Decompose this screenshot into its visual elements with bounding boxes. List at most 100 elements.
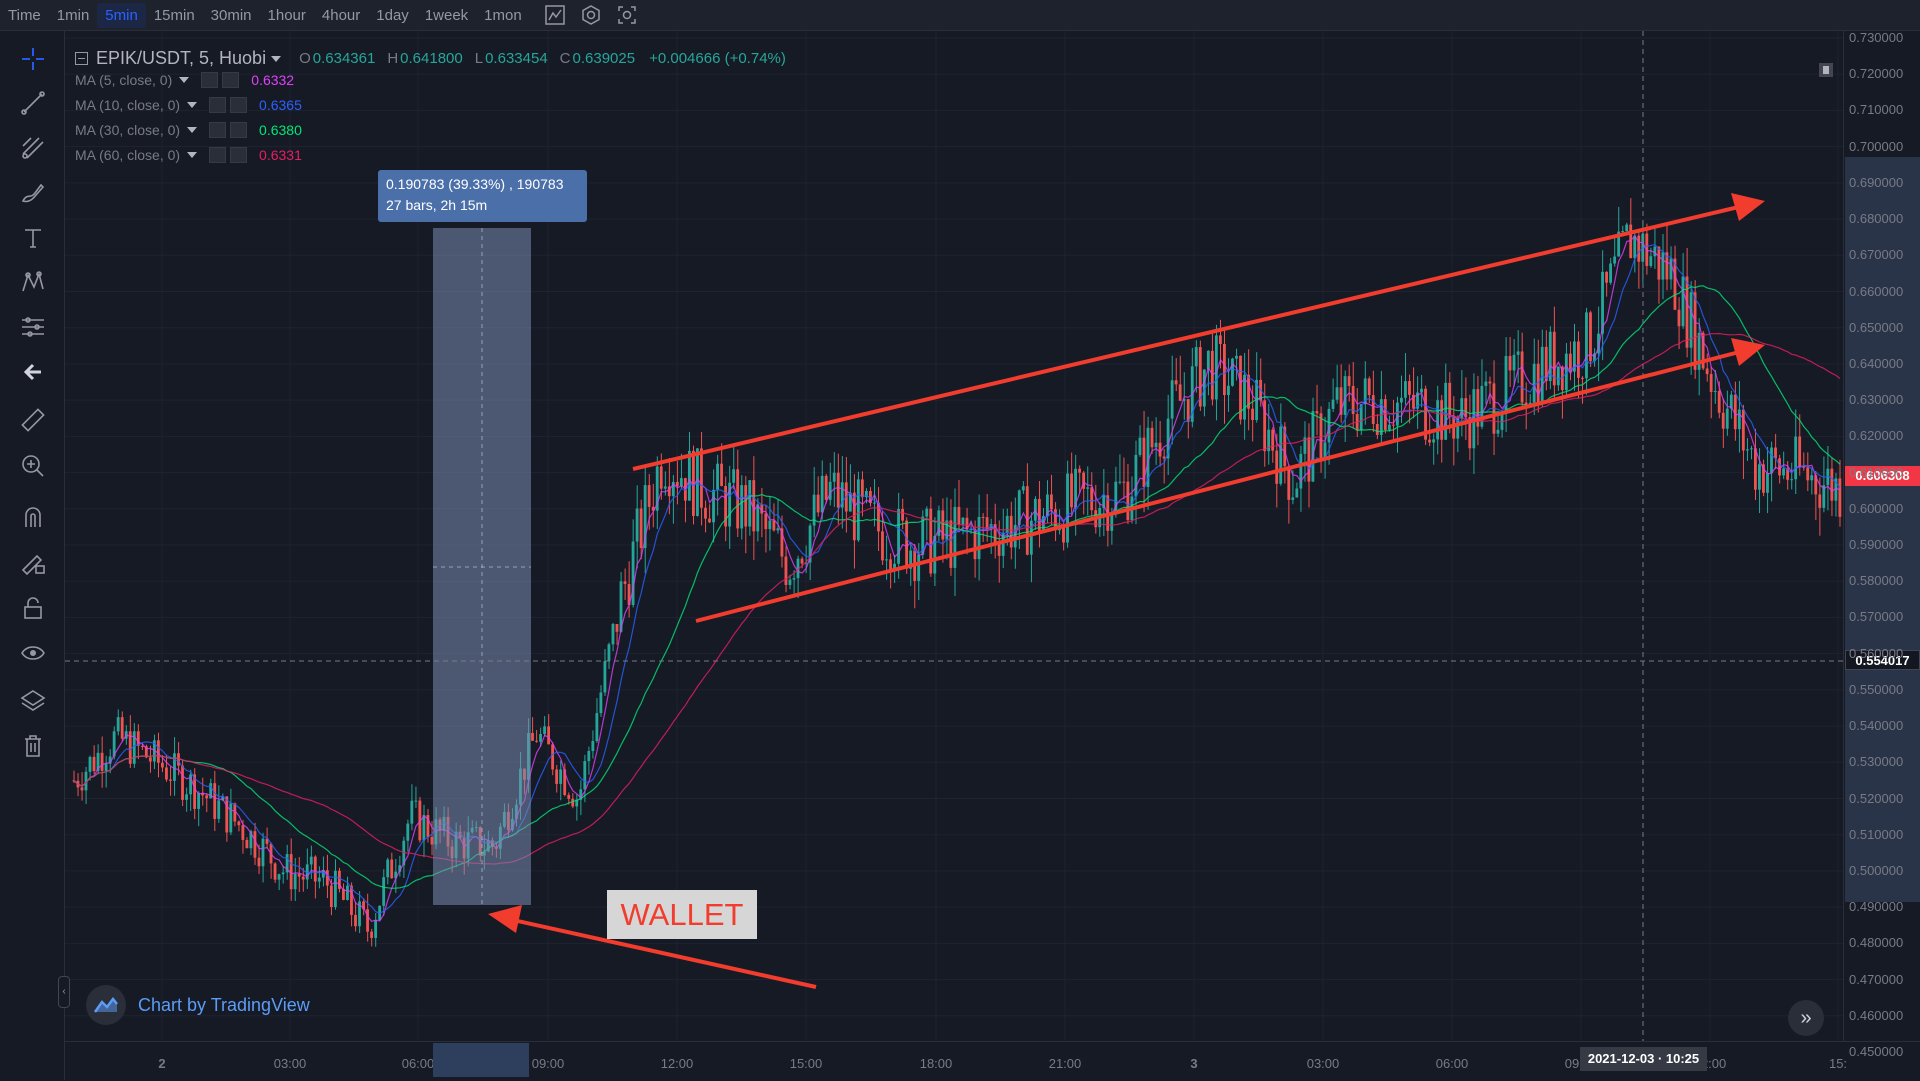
candle-body — [780, 528, 784, 557]
candle-body — [1798, 436, 1802, 467]
ma-remove-icon[interactable] — [230, 122, 248, 138]
candle-body — [1070, 473, 1073, 508]
candle-body — [342, 888, 345, 900]
candle-body — [321, 870, 325, 878]
candle-body — [317, 877, 321, 882]
ma-remove-icon[interactable] — [222, 72, 240, 88]
price-chart[interactable] — [65, 31, 1843, 1041]
timeframe-1mon[interactable]: 1mon — [484, 6, 522, 24]
candle-body — [1778, 458, 1781, 476]
ma-caret-icon[interactable] — [187, 127, 198, 133]
ma-caret-icon[interactable] — [187, 152, 198, 158]
price-tick-label: 0.450000 — [1849, 1044, 1904, 1059]
candle-body — [1263, 400, 1267, 452]
candle-body — [225, 796, 229, 833]
candle-body — [430, 836, 434, 845]
candle-body — [591, 741, 595, 752]
prediction-icon[interactable] — [16, 310, 50, 344]
ma-settings-icon[interactable] — [209, 147, 227, 163]
ma-remove-icon[interactable] — [230, 147, 248, 163]
timeframe-time[interactable]: Time — [8, 6, 41, 24]
pattern-icon[interactable] — [16, 266, 50, 300]
fib-icon[interactable] — [16, 131, 50, 165]
candle-body — [1589, 312, 1592, 362]
ma-settings-icon[interactable] — [209, 122, 227, 138]
timeframe-30min[interactable]: 30min — [210, 6, 252, 24]
text-icon[interactable] — [16, 221, 50, 255]
open-label: O — [299, 50, 311, 67]
price-tick-label: 0.570000 — [1849, 609, 1904, 625]
collapse-legend-icon[interactable] — [75, 52, 88, 65]
candle-body — [933, 535, 937, 574]
ma-label: MA (5, close, 0) — [75, 72, 173, 88]
settings-icon[interactable] — [580, 4, 602, 26]
timeframe-15min[interactable]: 15min — [153, 6, 195, 24]
trash-icon[interactable] — [16, 729, 50, 763]
back-arrow-icon[interactable] — [16, 355, 50, 389]
ma-legend-row[interactable]: MA (5, close, 0) 0.6332 — [75, 72, 294, 88]
price-tick-label: 0.590000 — [1849, 537, 1904, 552]
zoom-in-icon[interactable] — [16, 449, 50, 483]
candle-body — [1637, 235, 1641, 262]
candle-body — [1460, 398, 1464, 419]
ma-legend-row[interactable]: MA (60, close, 0) 0.6331 — [75, 147, 302, 163]
scroll-to-realtime-button[interactable]: » — [1788, 1000, 1824, 1036]
lock-drawing-icon[interactable] — [16, 545, 50, 579]
candle-body — [555, 769, 559, 784]
timeframe-1day[interactable]: 1day — [376, 6, 409, 24]
tradingview-brand[interactable]: Chart by TradingView — [86, 985, 310, 1025]
ma-remove-icon[interactable] — [230, 97, 248, 113]
candle-body — [1182, 399, 1186, 401]
eye-icon[interactable] — [16, 636, 50, 670]
timeframe-1week[interactable]: 1week — [424, 6, 469, 24]
candle-body — [1275, 450, 1279, 484]
candle-body — [1227, 385, 1230, 395]
candle-body — [370, 931, 374, 938]
magnet-icon[interactable] — [16, 500, 50, 534]
timeframe-1hour[interactable]: 1hour — [267, 6, 306, 24]
crosshair-icon[interactable] — [16, 42, 50, 76]
ma-settings-icon[interactable] — [201, 72, 219, 88]
candle-body — [1178, 384, 1182, 401]
candle-body — [756, 504, 760, 532]
price-tick-label: 0.490000 — [1849, 899, 1904, 915]
ma-label: MA (60, close, 0) — [75, 147, 181, 163]
ruler-icon[interactable] — [16, 403, 50, 437]
candle-body — [1581, 377, 1584, 379]
brush-icon[interactable] — [16, 176, 50, 210]
candle-body — [305, 864, 309, 880]
candle-body — [281, 872, 285, 875]
ma-caret-icon[interactable] — [187, 102, 198, 108]
ma-legend-row[interactable]: MA (30, close, 0) 0.6380 — [75, 122, 302, 138]
ma-caret-icon[interactable] — [179, 77, 190, 83]
ma-legend-row[interactable]: MA (10, close, 0) 0.6365 — [75, 97, 302, 113]
ma-settings-icon[interactable] — [209, 97, 227, 113]
timeframe-1min[interactable]: 1min — [56, 6, 90, 24]
time-tick-label: 15:00 — [789, 1056, 823, 1071]
candle-body — [1745, 449, 1749, 451]
candle-body — [667, 486, 671, 497]
price-tick-label: 0.650000 — [1849, 319, 1904, 335]
candle-body — [885, 559, 888, 561]
candle-body — [824, 475, 828, 500]
candle-body — [1327, 408, 1331, 443]
timeframe-4hour[interactable]: 4hour — [321, 6, 361, 24]
wallet-annotation[interactable]: WALLET — [607, 890, 757, 939]
candle-body — [350, 885, 353, 915]
trendline-icon[interactable] — [16, 86, 50, 120]
layers-icon[interactable] — [16, 684, 50, 718]
timeframe-5min[interactable]: 5min — [97, 2, 146, 28]
candle-body — [1387, 424, 1391, 430]
object-tree-icon[interactable] — [1818, 62, 1834, 78]
candle-body — [205, 795, 209, 799]
candle-body — [792, 578, 796, 580]
screenshot-icon[interactable] — [616, 4, 638, 26]
candle-body — [1814, 475, 1818, 495]
symbol-caret-icon[interactable] — [271, 55, 282, 62]
candle-body — [1307, 437, 1311, 482]
collapse-toolbar-button[interactable]: ‹ — [58, 976, 70, 1008]
indicators-icon[interactable] — [544, 4, 566, 26]
unlock-icon[interactable] — [16, 591, 50, 625]
symbol-title[interactable]: EPIK/USDT, 5, Huobi — [96, 48, 267, 68]
time-tick-label: 03:00 — [1306, 1056, 1340, 1071]
